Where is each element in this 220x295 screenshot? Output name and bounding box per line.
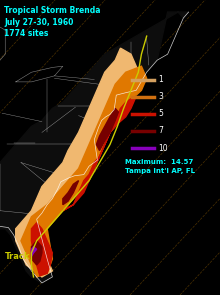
Polygon shape [31, 247, 37, 256]
Polygon shape [63, 96, 136, 211]
Text: 5: 5 [158, 109, 163, 118]
Polygon shape [31, 223, 52, 276]
Text: 10: 10 [158, 144, 168, 153]
Text: 7: 7 [158, 127, 163, 135]
Polygon shape [21, 66, 147, 277]
Polygon shape [16, 48, 141, 277]
Text: 3: 3 [158, 92, 163, 101]
Text: Track: Track [5, 252, 30, 261]
Text: Tropical Storm Brenda
July 27-30, 1960
1774 sites: Tropical Storm Brenda July 27-30, 1960 1… [4, 6, 101, 39]
Polygon shape [63, 181, 79, 205]
Polygon shape [96, 108, 118, 150]
Polygon shape [31, 241, 42, 265]
Polygon shape [0, 12, 189, 283]
Text: 1: 1 [158, 75, 163, 84]
Text: Maximum:  14.57
Tampa Int'l AP, FL: Maximum: 14.57 Tampa Int'l AP, FL [125, 159, 195, 174]
